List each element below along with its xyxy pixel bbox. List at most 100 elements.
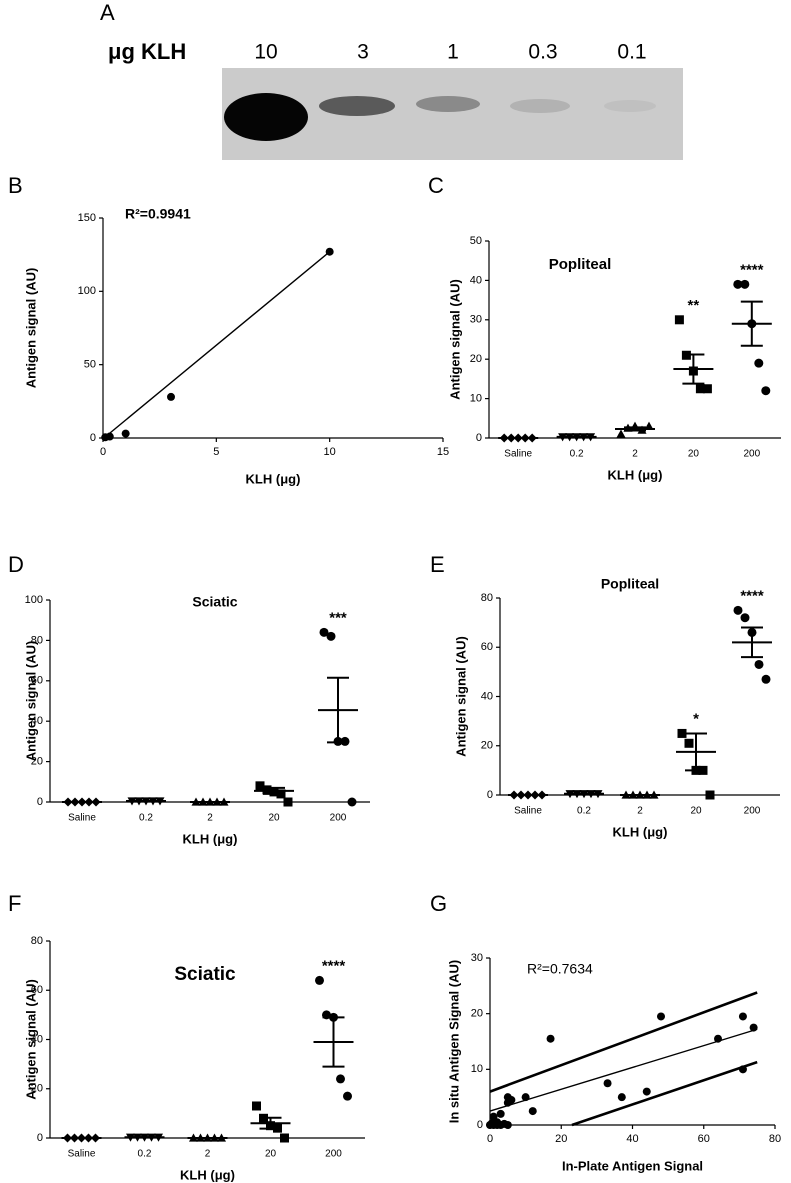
x-tick-label: Saline [514, 806, 542, 817]
y-axis-label: Antigen signal (AU) [447, 279, 462, 400]
significance-label: **** [322, 957, 346, 974]
data-point [280, 1133, 289, 1143]
x-tick-label: 0.2 [139, 813, 153, 824]
panel-letter: A [100, 0, 115, 25]
x-tick-label: 0 [487, 1133, 493, 1145]
chart-title: Sciatic [174, 964, 236, 985]
data-point [714, 1034, 722, 1043]
data-point [315, 975, 324, 985]
y-tick-label: 40 [31, 715, 43, 727]
chart-panel: D Sciatic Antigen signal (AU) KLH (μg) 0 20 40… [8, 552, 370, 846]
y-axis-label: In situ Antigen Signal (AU) [446, 960, 461, 1123]
panel-letter: B [8, 173, 23, 198]
chart-panel: F Sciatic Antigen signal (AU) KLH (μg) 0 20 40… [8, 891, 365, 1182]
chart-panel: G R²=0.7634 In situ Antigen Signal (AU) In-… [430, 891, 781, 1174]
x-tick-label: 0.2 [570, 449, 584, 460]
y-tick-label: 20 [31, 756, 43, 768]
data-point [503, 1121, 512, 1129]
x-axis-label: In-Plate Antigen Signal [562, 1158, 703, 1173]
y-tick-label: 0 [37, 1132, 43, 1144]
y-tick-label: 20 [470, 353, 482, 365]
significance-label: * [693, 710, 699, 727]
data-point [695, 384, 705, 394]
x-tick-label: 20 [268, 813, 280, 824]
y-tick-label: 60 [481, 641, 493, 653]
y-tick-label: 40 [481, 690, 493, 702]
data-point [121, 429, 130, 438]
blot-band [224, 93, 308, 141]
data-point [496, 1109, 505, 1118]
x-axis-label: KLH (μg) [608, 467, 663, 482]
data-point [347, 797, 357, 807]
y-tick-label: 40 [470, 274, 482, 286]
data-point [733, 605, 743, 615]
x-axis-label: KLH (μg) [180, 1167, 235, 1182]
x-tick-label: 200 [743, 449, 760, 460]
data-point [528, 1107, 537, 1116]
x-tick-label: Saline [68, 813, 96, 824]
panel-letter: E [430, 552, 445, 577]
confidence-line [489, 991, 758, 1093]
y-tick-label: 0 [37, 796, 43, 808]
y-tick-label: 0 [477, 1119, 483, 1131]
x-tick-label: 0.2 [138, 1149, 152, 1160]
chart-panel: C Popliteal Antigen signal (AU) KLH (μg) 0 10… [428, 173, 781, 482]
x-tick-label: Saline [68, 1149, 96, 1160]
confidence-line [571, 1060, 758, 1127]
fit-line [489, 1028, 758, 1112]
fit-line [102, 251, 331, 440]
data-point [252, 1101, 261, 1111]
x-tick-label: 2 [207, 813, 213, 824]
data-point [343, 1091, 352, 1101]
x-tick-label: 2 [637, 806, 643, 817]
panel-letter: C [428, 173, 444, 198]
x-tick-label: 5 [213, 446, 219, 458]
panel-letter: G [430, 891, 447, 916]
y-axis-label: Antigen signal (AU) [23, 268, 38, 389]
data-point [616, 429, 626, 438]
y-tick-label: 50 [84, 359, 96, 371]
blot-image [222, 68, 683, 160]
data-point [105, 432, 114, 441]
lane-label: 1 [447, 41, 459, 64]
y-tick-label: 100 [25, 594, 43, 606]
y-axis-label: Antigen signal (AU) [453, 636, 468, 757]
annotation: R²=0.9941 [125, 206, 191, 222]
y-tick-label: 80 [481, 592, 493, 604]
data-point [702, 384, 712, 394]
data-point [705, 790, 715, 800]
data-point [262, 785, 272, 795]
data-point [521, 1093, 530, 1102]
data-point [738, 1065, 747, 1074]
x-tick-label: 15 [437, 446, 449, 458]
significance-label: **** [740, 261, 764, 278]
y-tick-label: 10 [470, 393, 482, 405]
y-tick-label: 150 [78, 212, 96, 224]
y-tick-label: 80 [31, 634, 43, 646]
x-tick-label: 200 [325, 1149, 342, 1160]
x-tick-label: 20 [265, 1149, 277, 1160]
x-tick-label: 200 [330, 813, 347, 824]
y-tick-label: 20 [471, 1008, 483, 1020]
blot-band [604, 100, 656, 112]
y-tick-label: 30 [471, 952, 483, 964]
y-tick-label: 20 [481, 740, 493, 752]
data-point [283, 797, 293, 807]
x-axis-label: KLH (μg) [246, 471, 301, 486]
lane-label: 3 [357, 41, 369, 64]
data-point [325, 247, 334, 256]
data-point [674, 315, 684, 325]
x-tick-label: 0 [100, 446, 106, 458]
lane-label: 0.3 [528, 41, 557, 64]
y-tick-label: 100 [78, 285, 96, 297]
lane-label: 10 [254, 41, 277, 64]
panel-letter: F [8, 891, 21, 916]
data-point [677, 728, 687, 738]
data-point [657, 1012, 665, 1021]
x-tick-label: 20 [690, 806, 702, 817]
x-tick-label: 60 [698, 1133, 710, 1145]
panel-letter: D [8, 552, 24, 577]
significance-label: *** [329, 609, 347, 626]
data-point [738, 1012, 747, 1021]
